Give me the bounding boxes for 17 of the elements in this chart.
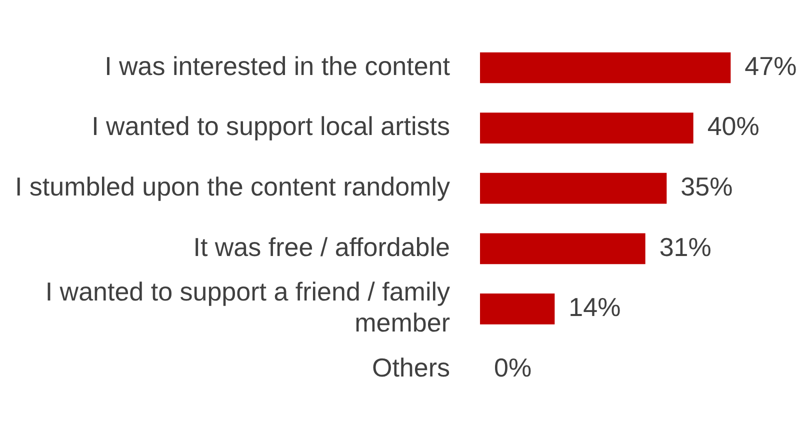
data-label: 47% bbox=[744, 50, 797, 81]
data-label: 31% bbox=[659, 232, 712, 262]
data-label: 40% bbox=[707, 111, 760, 142]
y-tick-label: Others bbox=[372, 352, 450, 382]
y-tick-label: I wanted to support local artists bbox=[92, 111, 450, 142]
y-tick-label: I was interested in the content bbox=[104, 50, 451, 81]
bar bbox=[480, 172, 667, 204]
data-label: 35% bbox=[680, 172, 733, 202]
y-tick-label: I wanted to support a friend / family member bbox=[45, 276, 450, 338]
bar bbox=[480, 112, 694, 144]
bar bbox=[480, 52, 731, 84]
bar bbox=[480, 233, 646, 264]
y-tick-label: It was free / affordable bbox=[193, 232, 450, 262]
data-label: 0% bbox=[494, 352, 532, 382]
data-label: 14% bbox=[568, 292, 621, 322]
bar bbox=[480, 294, 555, 324]
y-tick-label: I stumbled upon the content randomly bbox=[14, 172, 450, 202]
